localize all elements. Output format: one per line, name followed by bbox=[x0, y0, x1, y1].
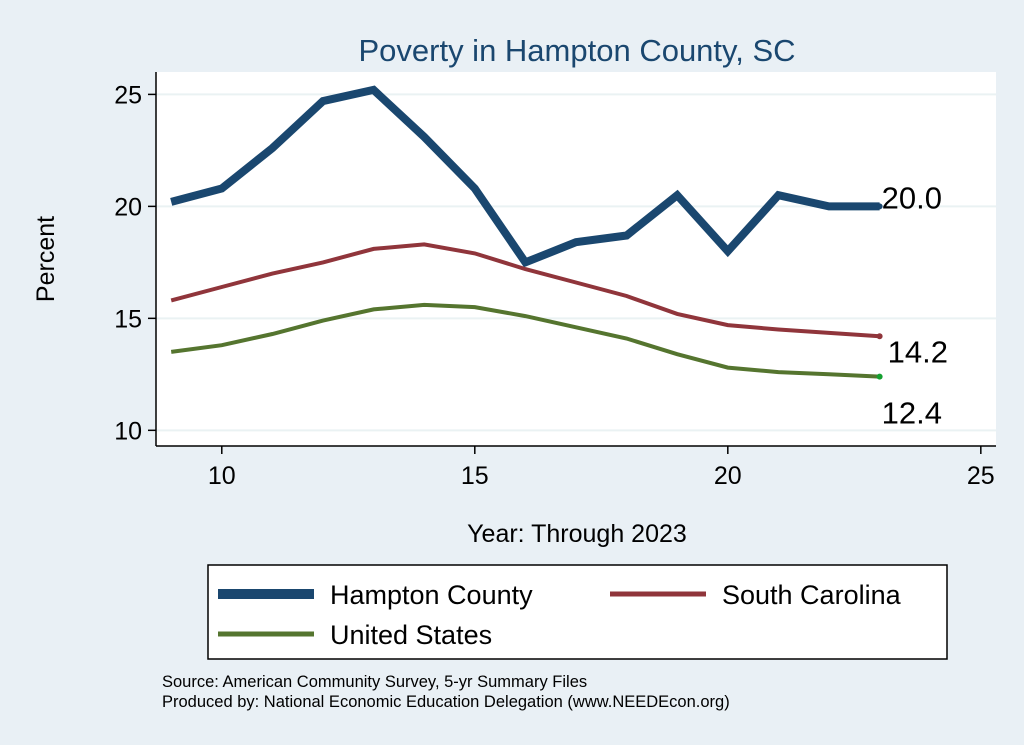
legend-label-hampton-county: Hampton County bbox=[330, 580, 533, 610]
legend: Hampton County South Carolina United State… bbox=[207, 564, 948, 660]
legend-label-united-states: United States bbox=[330, 620, 492, 650]
x-tick-labels: 10 15 20 25 bbox=[208, 446, 995, 490]
end-value-labels: 20.0 14.2 12.4 bbox=[882, 180, 948, 430]
x-tick-label-10: 10 bbox=[208, 462, 236, 490]
y-tick-label-10: 10 bbox=[114, 417, 142, 445]
x-tick-label-25: 25 bbox=[967, 462, 995, 490]
legend-box bbox=[207, 564, 948, 660]
series-line-hampton-county bbox=[170, 85, 880, 268]
x-tick-label-20: 20 bbox=[714, 462, 742, 490]
series-endpoint-united-states bbox=[876, 373, 883, 380]
series-endpoint-hampton-county bbox=[876, 203, 883, 210]
producer-note: Produced by: National Economic Education… bbox=[162, 693, 730, 711]
y-tick-labels: 10 15 20 25 bbox=[114, 81, 156, 445]
end-label-united-states: 12.4 bbox=[882, 396, 942, 431]
series-line-united-states bbox=[170, 302, 880, 379]
source-note: Source: American Community Survey, 5-yr … bbox=[162, 673, 587, 691]
end-label-hampton-county: 20.0 bbox=[882, 180, 942, 215]
x-tick-label-15: 15 bbox=[461, 462, 489, 490]
series-line-south-carolina bbox=[170, 242, 880, 339]
y-tick-label-20: 20 bbox=[114, 193, 142, 221]
series-lines bbox=[170, 85, 883, 380]
y-axis-label: Percent bbox=[32, 216, 60, 302]
axes bbox=[155, 72, 996, 447]
y-tick-label-25: 25 bbox=[114, 81, 142, 109]
plot-area bbox=[156, 72, 996, 446]
legend-label-south-carolina: South Carolina bbox=[722, 580, 902, 610]
gridlines bbox=[156, 93, 996, 432]
y-tick-label-15: 15 bbox=[114, 305, 142, 333]
end-label-south-carolina: 14.2 bbox=[888, 334, 948, 369]
series-endpoint-south-carolina bbox=[876, 333, 883, 340]
chart-title: Poverty in Hampton County, SC bbox=[358, 33, 795, 68]
x-axis-label: Year: Through 2023 bbox=[467, 520, 687, 548]
